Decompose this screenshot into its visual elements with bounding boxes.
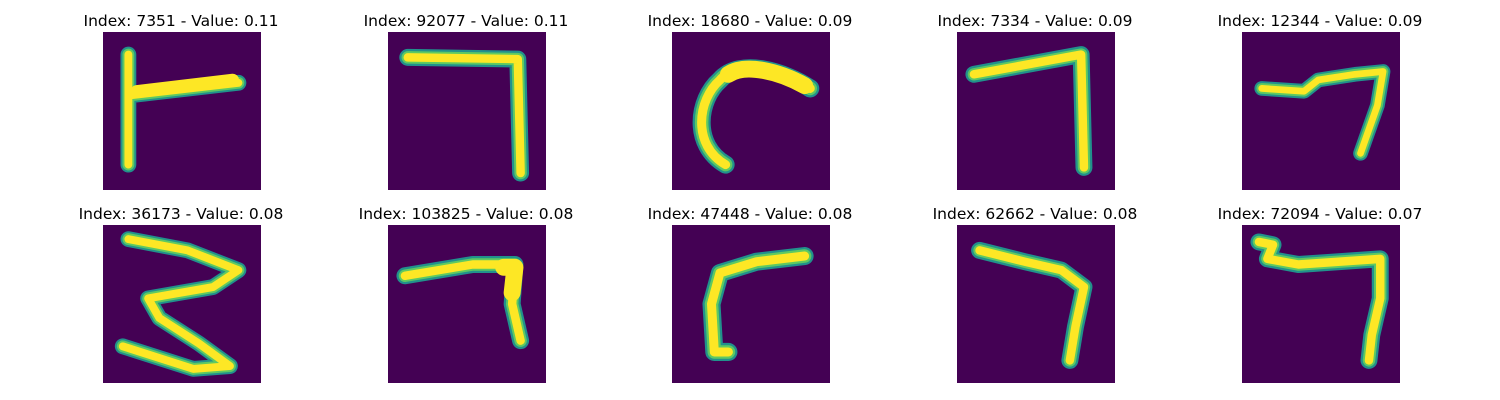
digit-image [957, 32, 1115, 190]
panel-title: Index: 12344 - Value: 0.09 [1217, 12, 1423, 30]
panel-title: Index: 92077 - Value: 0.11 [363, 12, 569, 30]
panel: Index: 103825 - Value: 0.08 [336, 205, 596, 395]
digit-image [388, 225, 546, 383]
panel-title: Index: 62662 - Value: 0.08 [932, 205, 1138, 223]
panel-title: Index: 7334 - Value: 0.09 [937, 12, 1133, 30]
digit-image [1242, 225, 1400, 383]
panel: Index: 62662 - Value: 0.08 [905, 205, 1165, 395]
panel-title: Index: 72094 - Value: 0.07 [1217, 205, 1423, 223]
digit-image [103, 32, 261, 190]
digit-image [672, 32, 830, 190]
digit-image [388, 32, 546, 190]
panel: Index: 7351 - Value: 0.11 [51, 12, 311, 202]
panel-title: Index: 18680 - Value: 0.09 [647, 12, 853, 30]
panel: Index: 72094 - Value: 0.07 [1190, 205, 1450, 395]
panel-title: Index: 103825 - Value: 0.08 [358, 205, 574, 223]
digit-image [957, 225, 1115, 383]
panel: Index: 12344 - Value: 0.09 [1190, 12, 1450, 202]
panel: Index: 18680 - Value: 0.09 [620, 12, 880, 202]
panel: Index: 47448 - Value: 0.08 [620, 205, 880, 395]
panel: Index: 92077 - Value: 0.11 [336, 12, 596, 202]
panel-title: Index: 7351 - Value: 0.11 [83, 12, 279, 30]
panel-title: Index: 36173 - Value: 0.08 [78, 205, 284, 223]
panel-title: Index: 47448 - Value: 0.08 [647, 205, 853, 223]
digit-image [672, 225, 830, 383]
digit-image [103, 225, 261, 383]
panel: Index: 7334 - Value: 0.09 [905, 12, 1165, 202]
panel: Index: 36173 - Value: 0.08 [51, 205, 311, 395]
digit-image [1242, 32, 1400, 190]
